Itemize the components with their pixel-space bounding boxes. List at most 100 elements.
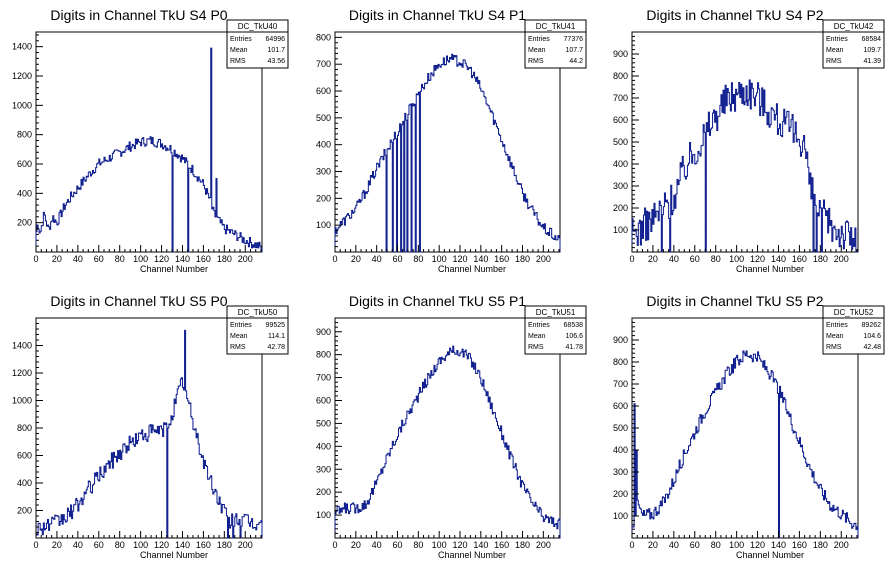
stats-rms-value: 43.56	[267, 58, 285, 65]
y-tick-label: 400	[316, 441, 331, 451]
stats-box: DC_TkU40 Entries 64996 Mean 101.7 RMS 43.56	[226, 19, 289, 69]
stats-entries-label: Entries	[230, 322, 252, 329]
x-tick-label: 180	[217, 254, 232, 264]
y-tick-label: 1400	[12, 341, 32, 351]
stats-name: DC_TkU51	[536, 308, 576, 317]
stats-entries-value: 99525	[266, 322, 286, 329]
stats-name: DC_TkU52	[834, 308, 874, 317]
x-tick-label: 120	[750, 254, 765, 264]
stats-box: DC_TkU51 Entries 68538 Mean 106.6 RMS 41.78	[524, 305, 587, 355]
y-tick-label: 800	[17, 423, 32, 433]
x-tick-label: 60	[690, 254, 700, 264]
stats-rms-label: RMS	[230, 58, 246, 65]
x-tick-label: 80	[413, 254, 423, 264]
x-tick-label: 20	[52, 254, 62, 264]
x-tick-label: 20	[351, 540, 361, 550]
x-tick-label: 200	[238, 540, 253, 550]
y-tick-label: 600	[613, 401, 628, 411]
x-tick-label: 180	[813, 540, 828, 550]
y-tick-label: 800	[316, 32, 331, 42]
stats-rms-label: RMS	[826, 344, 842, 351]
x-tick-label: 200	[536, 540, 551, 550]
chart-title: Digits in Channel TkU S4 P1	[349, 7, 526, 23]
x-tick-label: 60	[94, 254, 104, 264]
stats-entries-label: Entries	[528, 36, 550, 43]
x-tick-label: 100	[133, 540, 148, 550]
stats-entries-value: 68584	[862, 36, 882, 43]
y-tick-label: 400	[613, 159, 628, 169]
y-tick-label: 700	[316, 373, 331, 383]
x-tick-label: 160	[494, 254, 509, 264]
x-tick-label: 100	[133, 254, 148, 264]
y-tick-label: 500	[316, 418, 331, 428]
y-tick-label: 200	[316, 487, 331, 497]
y-tick-label: 100	[316, 510, 331, 520]
y-tick-label: 300	[316, 464, 331, 474]
x-tick-label: 200	[834, 540, 849, 550]
x-tick-label: 160	[792, 254, 807, 264]
histogram-panel-0: Digits in Channel TkU S4 P0 0 20 40 60 80 100 1…	[12, 7, 289, 274]
stats-entries-value: 64996	[266, 36, 286, 43]
stats-entries-value: 77376	[564, 36, 584, 43]
stats-name: DC_TkU42	[834, 22, 874, 31]
chart-title: Digits in Channel TkU S5 P2	[646, 293, 823, 309]
x-tick-label: 60	[94, 540, 104, 550]
stats-rms-label: RMS	[528, 58, 544, 65]
x-axis-label: Channel Number	[140, 550, 208, 560]
y-tick-label: 800	[613, 357, 628, 367]
x-tick-label: 80	[115, 254, 125, 264]
x-tick-label: 160	[196, 254, 211, 264]
y-tick-label: 600	[316, 396, 331, 406]
histogram-series	[35, 47, 263, 253]
chart-title: Digits in Channel TkU S5 P0	[50, 293, 227, 309]
y-tick-label: 400	[17, 478, 32, 488]
y-tick-label: 1000	[12, 100, 32, 110]
x-tick-label: 140	[175, 254, 190, 264]
histogram-panel-3: Digits in Channel TkU S5 P0 0 20 40 60 80 100 1…	[12, 293, 289, 560]
x-tick-label: 40	[669, 540, 679, 550]
x-tick-label: 60	[392, 540, 402, 550]
y-tick-label: 200	[17, 218, 32, 228]
stats-mean-value: 106.6	[565, 333, 583, 340]
x-tick-label: 200	[238, 254, 253, 264]
y-tick-label: 500	[613, 423, 628, 433]
y-tick-label: 600	[17, 451, 32, 461]
stats-box: DC_TkU52 Entries 89262 Mean 104.6 RMS 42.48	[822, 305, 885, 355]
y-tick-label: 400	[17, 188, 32, 198]
x-tick-label: 200	[834, 254, 849, 264]
y-tick-label: 200	[613, 489, 628, 499]
histogram-panel-1: Digits in Channel TkU S4 P1 0 20 40 60 80 100 1…	[316, 7, 587, 274]
x-axis-label: Channel Number	[736, 264, 804, 274]
chart-title: Digits in Channel TkU S4 P0	[50, 7, 227, 23]
x-tick-label: 120	[750, 540, 765, 550]
x-tick-label: 80	[115, 540, 125, 550]
x-tick-label: 160	[196, 540, 211, 550]
stats-box-frame	[524, 305, 587, 355]
y-tick-label: 800	[17, 130, 32, 140]
x-tick-label: 140	[771, 540, 786, 550]
x-tick-label: 60	[392, 254, 402, 264]
x-tick-label: 80	[711, 254, 721, 264]
stats-mean-value: 104.6	[863, 333, 881, 340]
y-tick-label: 900	[613, 49, 628, 59]
plot-frame	[334, 31, 561, 253]
stats-box: DC_TkU50 Entries 99525 Mean 114.1 RMS 42.78	[226, 305, 289, 355]
x-tick-label: 160	[494, 540, 509, 550]
x-tick-label: 40	[372, 254, 382, 264]
stats-rms-value: 44.2	[569, 58, 583, 65]
y-tick-label: 1200	[12, 368, 32, 378]
histogram-series	[631, 350, 859, 539]
stats-rms-value: 42.78	[267, 344, 285, 351]
y-tick-label: 900	[316, 327, 331, 337]
stats-box-frame	[226, 305, 289, 355]
x-tick-label: 200	[536, 254, 551, 264]
chart-title: Digits in Channel TkU S4 P2	[646, 7, 823, 23]
x-tick-label: 40	[669, 254, 679, 264]
y-tick-label: 300	[613, 181, 628, 191]
x-tick-label: 20	[648, 540, 658, 550]
y-tick-label: 600	[17, 159, 32, 169]
stats-rms-label: RMS	[230, 344, 246, 351]
stats-mean-value: 114.1	[268, 333, 285, 340]
stats-entries-label: Entries	[528, 322, 550, 329]
